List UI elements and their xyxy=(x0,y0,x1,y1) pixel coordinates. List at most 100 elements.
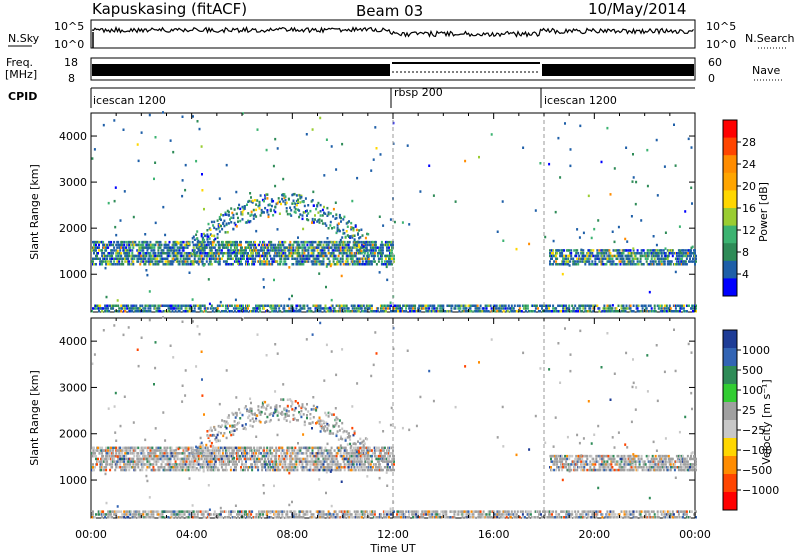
heatmap-cell xyxy=(570,257,573,260)
heatmap-cell xyxy=(350,228,353,231)
heatmap-cell xyxy=(102,260,105,263)
heatmap-cell xyxy=(298,446,301,450)
heatmap-cell xyxy=(100,468,103,472)
heatmap-cell xyxy=(233,243,236,247)
heatmap-cell xyxy=(95,249,97,252)
heatmap-cell xyxy=(270,200,273,203)
heatmap-cell xyxy=(238,446,240,450)
heatmap-cell xyxy=(496,230,499,233)
heatmap-cell xyxy=(154,221,157,225)
heatmap-cell xyxy=(311,449,314,452)
heatmap-cell xyxy=(380,240,383,244)
heatmap-cell xyxy=(183,246,186,249)
heatmap-cell xyxy=(247,260,249,263)
heatmap-cell xyxy=(641,263,644,266)
heatmap-cell xyxy=(292,246,295,249)
heatmap-cell xyxy=(464,304,467,307)
heatmap-cell xyxy=(199,249,202,252)
heatmap-cell xyxy=(170,452,173,455)
heatmap-cell xyxy=(348,240,351,244)
heatmap-cell xyxy=(247,200,250,203)
heatmap-cell xyxy=(351,199,354,203)
heatmap-cell xyxy=(145,254,148,258)
heatmap-cell xyxy=(120,252,123,255)
heatmap-cell xyxy=(203,240,206,244)
heatmap-cell xyxy=(298,193,301,197)
heatmap-cell xyxy=(631,263,634,266)
heatmap-cell xyxy=(220,252,223,255)
heatmap-cell xyxy=(214,254,217,258)
heatmap-cell xyxy=(682,263,685,266)
heatmap-cell xyxy=(137,466,140,469)
heatmap-cell xyxy=(647,304,650,307)
heatmap-cell xyxy=(291,202,294,205)
heatmap-cell xyxy=(235,460,237,463)
heatmap-cell xyxy=(332,215,335,218)
heatmap-cell xyxy=(222,243,225,247)
heatmap-cell xyxy=(324,466,327,469)
heatmap-cell xyxy=(190,254,193,258)
heatmap-cell xyxy=(609,254,612,258)
heatmap-cell xyxy=(104,254,107,258)
heatmap-cell xyxy=(217,240,220,244)
heatmap-cell xyxy=(154,252,157,255)
heatmap-cell xyxy=(335,457,338,461)
heatmap-cell xyxy=(166,252,169,255)
heatmap-cell xyxy=(176,254,179,258)
heatmap-cell xyxy=(632,304,635,307)
heatmap-cell xyxy=(223,219,226,223)
heatmap-cell xyxy=(653,257,656,260)
heatmap-cell xyxy=(132,460,135,463)
heatmap-cell xyxy=(132,215,135,219)
heatmap-cell xyxy=(305,133,308,136)
heatmap-cell xyxy=(193,257,196,260)
heatmap-cell xyxy=(132,246,135,249)
heatmap-cell xyxy=(689,257,691,260)
heatmap-cell xyxy=(408,223,411,226)
heatmap-cell xyxy=(174,466,177,469)
heatmap-cell xyxy=(576,228,579,231)
heatmap-cell xyxy=(203,463,206,466)
heatmap-cell xyxy=(184,188,187,192)
heatmap-cell xyxy=(594,260,597,263)
heatmap-cell xyxy=(256,199,259,202)
heatmap-cell xyxy=(131,310,134,313)
heatmap-cell xyxy=(188,463,191,466)
heatmap-cell xyxy=(308,446,311,450)
heatmap-cell xyxy=(113,260,116,263)
heatmap-cell xyxy=(380,260,383,263)
heatmap-cell xyxy=(280,460,283,463)
heatmap-cell xyxy=(632,176,635,179)
heatmap-cell xyxy=(406,304,409,307)
heatmap-cell xyxy=(327,257,330,260)
heatmap-cell xyxy=(214,237,217,241)
heatmap-cell xyxy=(379,310,382,313)
heatmap-cell xyxy=(231,257,234,260)
heatmap-cell xyxy=(113,119,116,122)
heatmap-cell xyxy=(581,254,584,258)
heatmap-cell xyxy=(279,463,282,466)
heatmap-cell xyxy=(163,446,166,450)
heatmap-cell xyxy=(297,198,299,201)
heatmap-cell xyxy=(202,466,205,469)
heatmap-cell xyxy=(351,236,354,239)
heatmap-cell xyxy=(283,468,286,472)
heatmap-cell xyxy=(552,307,555,310)
heatmap-cell xyxy=(228,446,231,450)
heatmap-cell xyxy=(163,466,166,469)
heatmap-cell xyxy=(156,254,159,258)
heatmap-cell xyxy=(111,466,114,469)
heatmap-cell xyxy=(309,243,312,247)
heatmap-cell xyxy=(93,468,95,472)
heatmap-cell xyxy=(312,204,315,207)
heatmap-cell xyxy=(370,169,373,172)
heatmap-cell xyxy=(258,252,261,255)
heatmap-cell xyxy=(339,466,342,469)
heatmap-cell xyxy=(122,128,125,131)
heatmap-cell xyxy=(101,263,104,266)
heatmap-cell xyxy=(391,263,393,266)
heatmap-cell xyxy=(143,254,146,258)
heatmap-cell xyxy=(225,468,228,472)
heatmap-cell xyxy=(665,304,668,307)
heatmap-cell xyxy=(347,460,350,463)
